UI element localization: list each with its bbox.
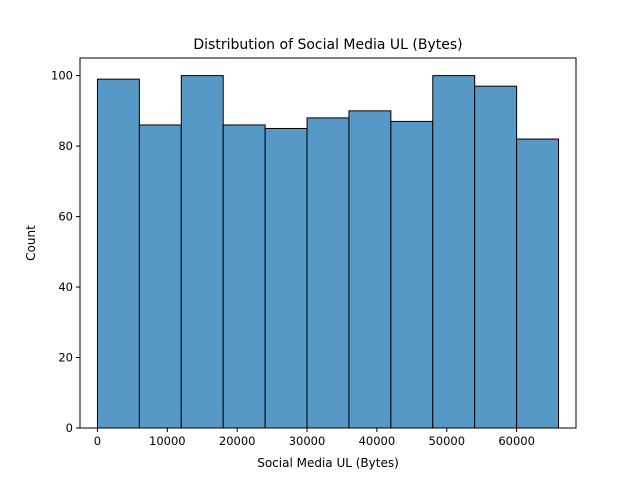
histogram-bar [306, 117, 350, 429]
y-tick-label: 100 [51, 69, 73, 83]
x-tick-label: 20000 [219, 434, 256, 448]
histogram-bar [180, 75, 224, 429]
x-tick-label: 40000 [359, 434, 396, 448]
y-axis-label: Count [24, 225, 38, 261]
plot-frame [79, 57, 577, 429]
y-axis-ticks: 0 20 40 60 80 100 [51, 69, 80, 435]
histogram-bar [432, 75, 476, 429]
chart-title: Distribution of Social Media UL (Bytes) [193, 37, 462, 53]
histogram-bar [222, 124, 266, 429]
y-tick-label: 0 [66, 421, 73, 435]
x-axis-ticks: 0 10000 20000 30000 40000 50000 60000 [94, 428, 535, 448]
histogram-bar [348, 110, 392, 429]
histogram-bar [474, 85, 518, 429]
histogram-bar [138, 124, 182, 429]
x-tick-label: 50000 [428, 434, 465, 448]
x-tick-label: 10000 [149, 434, 186, 448]
histogram-bar [96, 78, 140, 429]
x-tick-label: 60000 [498, 434, 535, 448]
histogram-bar [264, 127, 308, 429]
x-tick-label: 0 [94, 434, 101, 448]
y-tick-label: 60 [58, 210, 73, 224]
histogram-bar [516, 138, 560, 429]
y-tick-label: 40 [58, 280, 73, 294]
y-tick-label: 80 [58, 139, 73, 153]
x-tick-label: 30000 [289, 434, 326, 448]
bars-group [96, 75, 560, 429]
histogram-bar [390, 120, 434, 429]
y-tick-label: 20 [58, 351, 73, 365]
x-axis-label: Social Media UL (Bytes) [257, 456, 399, 470]
